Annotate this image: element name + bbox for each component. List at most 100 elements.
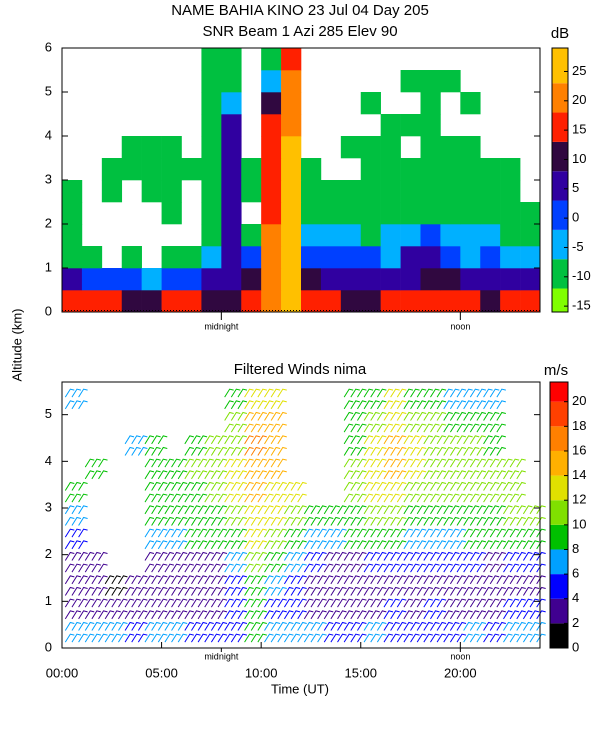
snr-cell: [261, 202, 282, 225]
y-tick-label: 4: [45, 453, 52, 468]
wind-barb: [403, 575, 427, 596]
wind-barb: [84, 598, 108, 620]
snr-cell: [201, 224, 222, 247]
wind-barb: [522, 551, 546, 573]
x-tick-label: 00:00: [46, 665, 79, 680]
wind-barb: [483, 505, 506, 526]
snr-cell: [380, 224, 401, 247]
snr-cell: [480, 290, 501, 313]
y-tick-label: 1: [45, 593, 52, 608]
x-tick-label: 20:00: [444, 665, 477, 680]
wind-barb: [522, 575, 546, 596]
wind-barb: [264, 481, 287, 503]
colorbar-tick-label: 12: [572, 492, 586, 507]
snr-cell: [520, 224, 541, 247]
wind-barb: [483, 598, 506, 620]
snr-cell: [460, 180, 481, 203]
wind-barb: [323, 551, 347, 573]
wind-barb: [283, 505, 307, 526]
wind-barb: [264, 621, 287, 643]
snr-cell: [62, 268, 83, 291]
snr-cell: [380, 290, 401, 313]
snr-cell: [221, 246, 242, 269]
snr-cell: [360, 290, 381, 313]
wind-barb: [363, 388, 387, 410]
wind-barb: [403, 551, 427, 573]
snr-cell: [460, 136, 481, 159]
snr-cell: [400, 114, 421, 137]
snr-cell: [201, 70, 222, 93]
wind-barb: [423, 411, 447, 433]
snr-cell: [81, 290, 103, 313]
snr-cell: [241, 290, 262, 313]
wind-barb: [283, 551, 307, 573]
snr-cell: [281, 70, 302, 93]
snr-cell: [201, 202, 222, 225]
y-tick-label: 2: [45, 215, 52, 230]
snr-cell: [101, 290, 123, 313]
wind-barb: [423, 481, 447, 503]
snr-cell: [360, 246, 381, 269]
snr-cell: [62, 290, 83, 313]
wind-barb: [104, 575, 128, 596]
wind-barb: [164, 621, 188, 643]
wind-barb: [184, 575, 208, 596]
snr-cell: [420, 158, 441, 181]
wind-barb: [64, 551, 88, 573]
wind-barb: [503, 575, 526, 596]
wind-barb: [264, 551, 287, 573]
wind-barb: [224, 388, 248, 410]
wind-barb: [383, 528, 407, 550]
wind-barb: [244, 388, 267, 410]
wind-barb: [423, 621, 447, 643]
colorbar-tick-label: 5: [572, 180, 579, 195]
snr-cell: [500, 202, 521, 225]
wind-barb: [383, 411, 407, 433]
snr-cell: [141, 268, 162, 291]
wind-barb: [403, 411, 427, 433]
wind-barb: [343, 411, 367, 433]
snr-cell: [500, 180, 521, 203]
y-axis-label: Altitude (km): [9, 309, 24, 382]
snr-cell: [400, 290, 421, 313]
snr-cell: [201, 136, 222, 159]
snr-cell: [261, 92, 282, 115]
snr-cell: [340, 136, 362, 159]
wind-barb: [443, 575, 467, 596]
wind-barb: [264, 435, 287, 456]
snr-cell: [440, 290, 461, 313]
wind-barb: [323, 575, 347, 596]
wind-barb: [343, 598, 367, 620]
snr-cell: [301, 246, 322, 269]
wind-barb: [184, 621, 208, 643]
colorbar-tick-label: 16: [572, 442, 586, 457]
wind-barb: [184, 505, 208, 526]
wind-barb: [443, 621, 467, 643]
snr-cell: [261, 290, 282, 313]
snr-cell: [281, 180, 302, 203]
wind-barb: [463, 505, 487, 526]
snr-cell: [380, 180, 401, 203]
snr-cell: [420, 246, 441, 269]
snr-cell: [380, 158, 401, 181]
wind-barb: [522, 598, 546, 620]
colorbar-segment: [552, 141, 568, 172]
snr-cell: [400, 224, 421, 247]
wind-barb: [343, 435, 367, 456]
x-tick-label: 10:00: [245, 665, 278, 680]
snr-cell: [420, 136, 441, 159]
wind-barb: [264, 411, 287, 433]
snr-cell: [241, 158, 262, 181]
snr-cell: [81, 246, 103, 269]
snr-cell: [281, 202, 302, 225]
wind-barb: [164, 505, 188, 526]
colorbar-segment: [550, 382, 568, 402]
wind-barb: [124, 621, 148, 643]
snr-cell: [440, 158, 461, 181]
wind-barb: [503, 528, 526, 550]
snr-cell: [62, 180, 83, 203]
snr-cell: [62, 202, 83, 225]
snr-cell: [400, 268, 421, 291]
wind-barb: [323, 621, 347, 643]
snr-cell: [201, 48, 222, 71]
